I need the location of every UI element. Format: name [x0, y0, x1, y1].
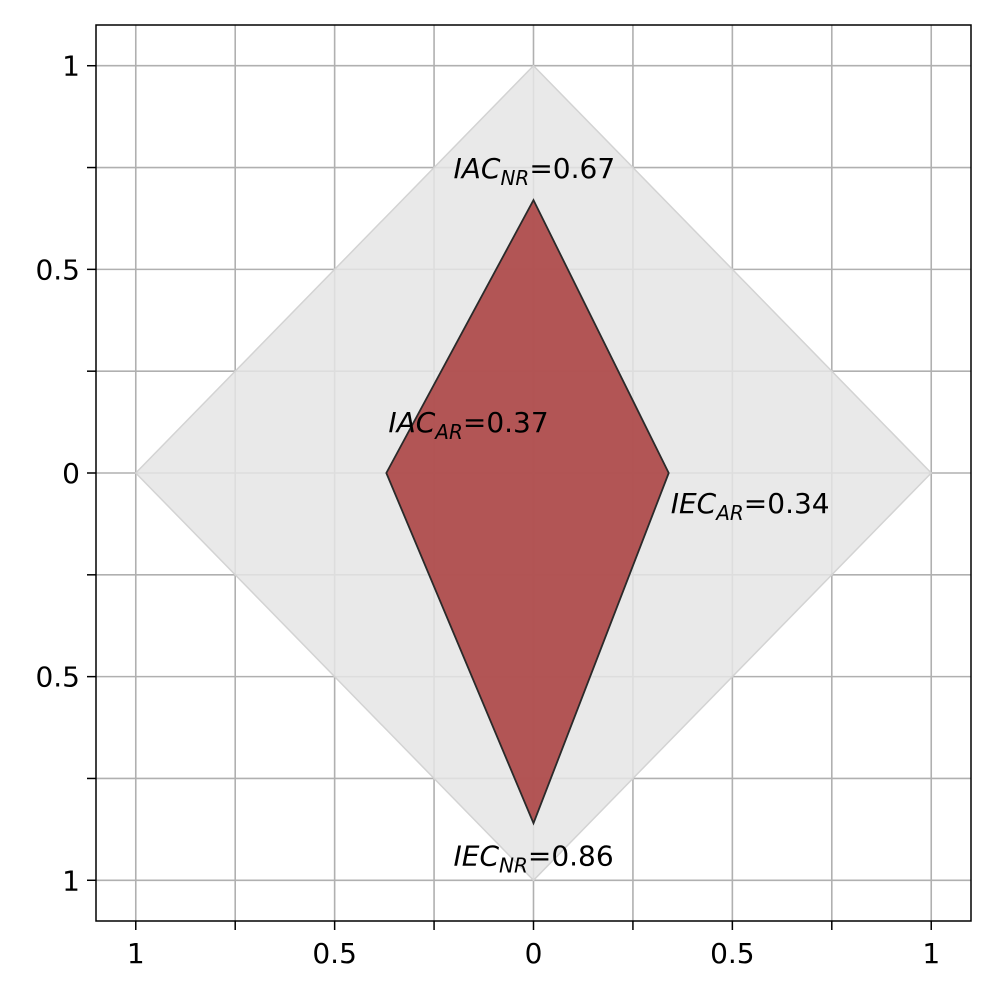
y-tick-label-8: 1 [62, 864, 80, 897]
point-labels: IACNR=0.67 IECAR=0.34 IECNR=0.86 IACAR=0.37 [388, 152, 829, 877]
y-tick-label-2: 0.5 [35, 253, 80, 286]
data-polygon [385, 198, 670, 826]
y-tick-label-4: 0 [62, 457, 80, 490]
y-tick-label-0: 1 [62, 50, 80, 83]
x-tick-label-6: 0.5 [710, 937, 755, 970]
vertex-label-iac-nr: IACNR=0.67 [454, 152, 616, 190]
x-tick-label-0: 1 [127, 937, 145, 970]
vertex-label-iec-ar: IECAR=0.34 [671, 487, 830, 525]
x-axis-ticks: 1 0.5 0 0.5 1 [127, 921, 940, 970]
x-tick-label-4: 0 [525, 937, 543, 970]
vertex-label-iac-ar: IACAR=0.37 [388, 406, 548, 444]
x-tick-label-8: 1 [922, 937, 940, 970]
y-axis-ticks: 1 0.5 0 0.5 1 [35, 50, 96, 897]
vertex-label-iec-nr: IECNR=0.86 [454, 839, 614, 877]
x-tick-label-2: 0.5 [312, 937, 357, 970]
y-tick-label-6: 0.5 [35, 661, 80, 694]
